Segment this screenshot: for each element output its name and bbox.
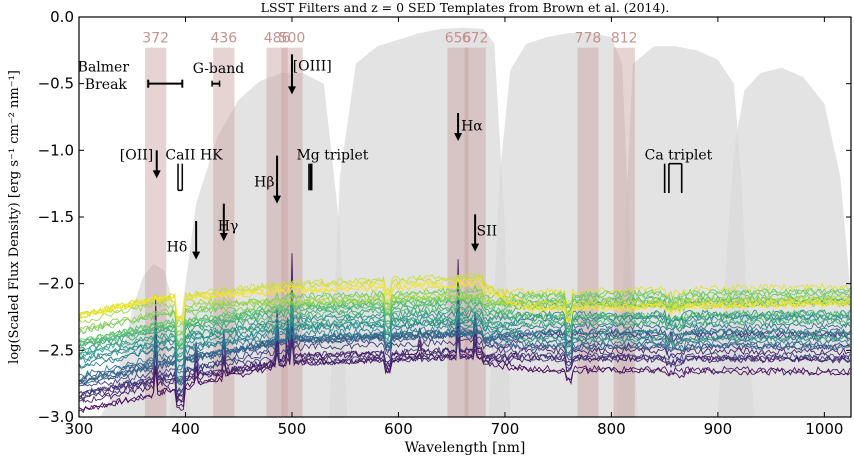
annotation-arrowhead <box>287 86 296 95</box>
band-label-656: 656 <box>445 30 472 46</box>
band-label-500: 500 <box>279 30 306 46</box>
axis-ticks: 300 400 500 600 700 800 900 1000 0.0 −0.5 −1.0 −1.5… <box>38 8 851 438</box>
filter-curves <box>100 27 851 417</box>
sed-templates <box>79 253 851 414</box>
x-tick-label: 400 <box>171 420 200 438</box>
annotation-label: Balmer <box>78 60 130 76</box>
sed-template-line <box>79 317 851 361</box>
annotation-arrowhead <box>273 195 282 204</box>
band-label-778: 778 <box>575 30 602 46</box>
annotation-label: [OII] <box>120 148 153 164</box>
y-tick-label: −3.0 <box>38 408 74 426</box>
annotation-label: CaII HK <box>165 148 223 164</box>
annotation-label: Hβ <box>254 174 274 190</box>
band-label-812: 812 <box>611 30 638 46</box>
y-tick-label: 0.0 <box>50 8 74 26</box>
x-tick-label: 500 <box>278 420 307 438</box>
annotation-arrowhead <box>192 251 201 260</box>
annotation-label: Ca triplet <box>645 148 713 164</box>
annotation-label: Mg triplet <box>296 148 368 164</box>
band-778 <box>577 47 599 417</box>
annotation-label: Hγ <box>218 218 239 234</box>
annotation-label: Hα <box>461 118 483 134</box>
band-label-486: 486 <box>264 30 291 46</box>
x-tick-label: 900 <box>704 420 733 438</box>
chart-title: LSST Filters and z = 0 SED Templates fro… <box>261 0 670 15</box>
annotation-arrowhead <box>152 170 161 179</box>
sed-template-line <box>79 276 851 324</box>
sed-template-line <box>79 313 851 364</box>
x-axis-label: Wavelength [nm] <box>405 440 526 456</box>
x-tick-label: 1000 <box>805 420 843 438</box>
annotation-arrowhead <box>454 133 463 141</box>
sed-template-line <box>79 277 851 322</box>
annotation-arrowhead <box>219 233 228 241</box>
band-812 <box>613 47 635 417</box>
x-tick-label: 300 <box>65 420 94 438</box>
y-tick-label: −0.5 <box>38 75 74 93</box>
band-label-436: 436 <box>210 30 237 46</box>
sed-template-line <box>79 291 851 326</box>
sed-template-line <box>79 294 851 346</box>
sed-template-line <box>79 316 851 378</box>
band-label-672: 672 <box>462 30 489 46</box>
annotation-label: [OIII] <box>293 58 332 74</box>
sed-template-line <box>79 272 851 318</box>
y-tick-label: −2.0 <box>38 275 74 293</box>
y-axis-label: log(Scaled Flux Density) [erg s⁻¹ cm⁻² n… <box>7 70 22 364</box>
filter-z <box>616 46 756 417</box>
annotation-label: SII <box>477 224 498 240</box>
annotation-label: G-band <box>193 61 244 77</box>
sed-template-line <box>79 315 851 383</box>
annotation-arrowhead <box>471 243 480 252</box>
y-tick-label: −1.0 <box>38 141 74 159</box>
annotation-label: Break <box>85 77 128 93</box>
sed-template-line <box>79 324 851 371</box>
sed-template-line <box>79 292 851 328</box>
annotation-label: Hδ <box>167 240 188 256</box>
y-tick-label: −2.5 <box>38 341 74 359</box>
y-tick-label: −1.5 <box>38 208 74 226</box>
filter-r <box>329 27 511 417</box>
band-label-372: 372 <box>142 30 169 46</box>
filter-g <box>169 73 348 417</box>
sed-template-line <box>79 304 851 353</box>
x-tick-label: 600 <box>384 420 413 438</box>
x-tick-label: 700 <box>491 420 520 438</box>
x-tick-label: 800 <box>597 420 626 438</box>
